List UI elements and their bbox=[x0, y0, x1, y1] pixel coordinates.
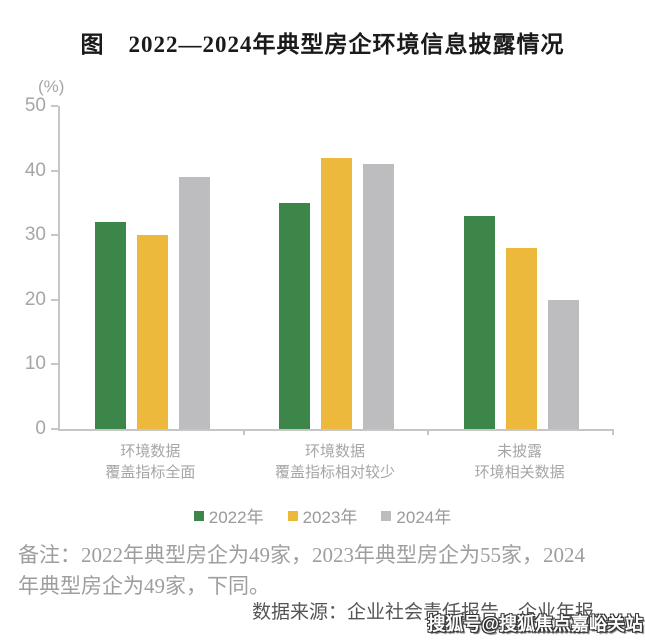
data-source-text: 数据来源：企业社会责任报告、企业年报。 bbox=[251, 602, 613, 623]
category-labels: 环境数据 覆盖指标全面 环境数据 覆盖指标相对较少 未披露 环境相关数据 bbox=[58, 441, 612, 483]
category-label: 环境数据覆盖指标全面 bbox=[58, 441, 243, 483]
y-axis-tick bbox=[51, 428, 58, 430]
bar-group bbox=[429, 106, 614, 429]
bar-2023年 bbox=[321, 157, 353, 429]
legend: 2022年 2023年 2024年 bbox=[0, 503, 645, 528]
legend-label: 2024年 bbox=[396, 508, 452, 527]
y-axis-tick-label: 10 bbox=[24, 353, 46, 375]
legend-label: 2023年 bbox=[302, 508, 358, 527]
category-label: 未披露 环境相关数据 bbox=[427, 441, 612, 483]
legend-label: 2022年 bbox=[208, 508, 264, 527]
category-label-line: 覆盖指标全面 bbox=[105, 464, 196, 481]
bar-2022年 bbox=[279, 202, 311, 429]
y-axis-tick bbox=[51, 298, 58, 301]
y-axis-tick bbox=[51, 363, 58, 366]
bar-2022年 bbox=[464, 215, 496, 429]
bar-group bbox=[245, 106, 430, 429]
y-axis-ticks bbox=[51, 105, 58, 430]
y-axis-tick bbox=[51, 169, 58, 172]
y-axis-tick bbox=[51, 105, 58, 107]
y-axis-tick-label: 40 bbox=[24, 159, 46, 181]
watermark-text: 搜狐号@搜狐焦点嘉峪关站 bbox=[427, 614, 643, 634]
bar-2023年 bbox=[506, 248, 538, 429]
bar-2024年 bbox=[363, 164, 395, 429]
y-axis-tick bbox=[51, 234, 58, 237]
legend-item: 2024年 bbox=[381, 503, 451, 528]
bar-group bbox=[60, 106, 245, 429]
category-label-line: 环境数据 bbox=[304, 443, 365, 460]
y-axis-tick-label: 20 bbox=[24, 288, 46, 310]
category-label-line: 覆盖指标相对较少 bbox=[274, 464, 395, 481]
y-axis-tick-label: 50 bbox=[24, 95, 46, 116]
y-axis-labels: 0 10 20 30 40 50 bbox=[0, 95, 46, 439]
bar-2024年 bbox=[178, 177, 210, 429]
x-axis-tick bbox=[427, 429, 430, 435]
legend-swatch-icon bbox=[193, 510, 204, 521]
note-text: 备注：2022年典型房企为49家，2023年典型房企为55家，2024 年典型房… bbox=[18, 540, 636, 602]
legend-swatch-icon bbox=[381, 510, 392, 521]
category-label: 环境数据覆盖指标相对较少 bbox=[243, 441, 428, 483]
bar-2023年 bbox=[136, 235, 168, 429]
legend-item: 2022年 bbox=[193, 503, 264, 528]
bar-2024年 bbox=[548, 299, 580, 429]
x-axis-tick bbox=[612, 429, 614, 435]
note-line-1: 备注：2022年典型房企为49家，2023年典型房企为55家，2024 bbox=[18, 543, 585, 567]
legend-swatch-icon bbox=[287, 510, 298, 521]
legend-item: 2023年 bbox=[287, 503, 358, 528]
note-line-2: 年典型房企为49家，下同。 bbox=[18, 574, 270, 598]
category-label-line: 未披露 bbox=[497, 443, 543, 460]
y-axis-tick-label: 0 bbox=[35, 418, 46, 439]
category-label-line: 环境数据 bbox=[120, 443, 181, 460]
plot-area bbox=[58, 106, 614, 435]
x-axis-tick bbox=[242, 429, 245, 435]
bar-2022年 bbox=[94, 222, 126, 429]
y-axis-tick-label: 30 bbox=[24, 224, 46, 246]
category-label-line: 环境相关数据 bbox=[474, 464, 565, 481]
chart-title: 图 2022—2024年典型房企环境信息披露情况 bbox=[80, 32, 565, 57]
y-axis-unit-label: (%) bbox=[38, 77, 65, 96]
